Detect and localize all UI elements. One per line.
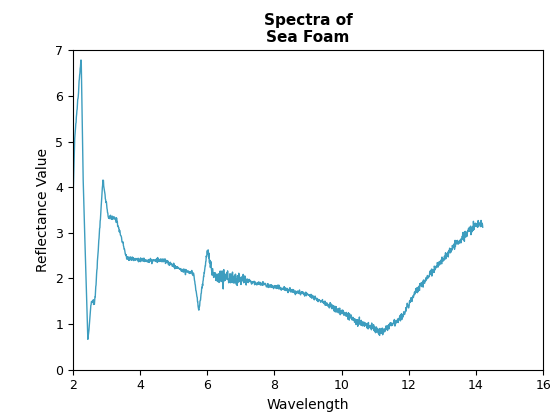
X-axis label: Wavelength: Wavelength [267,398,349,412]
Title: Spectra of
Sea Foam: Spectra of Sea Foam [264,13,352,45]
Y-axis label: Reflectance Value: Reflectance Value [35,148,49,272]
